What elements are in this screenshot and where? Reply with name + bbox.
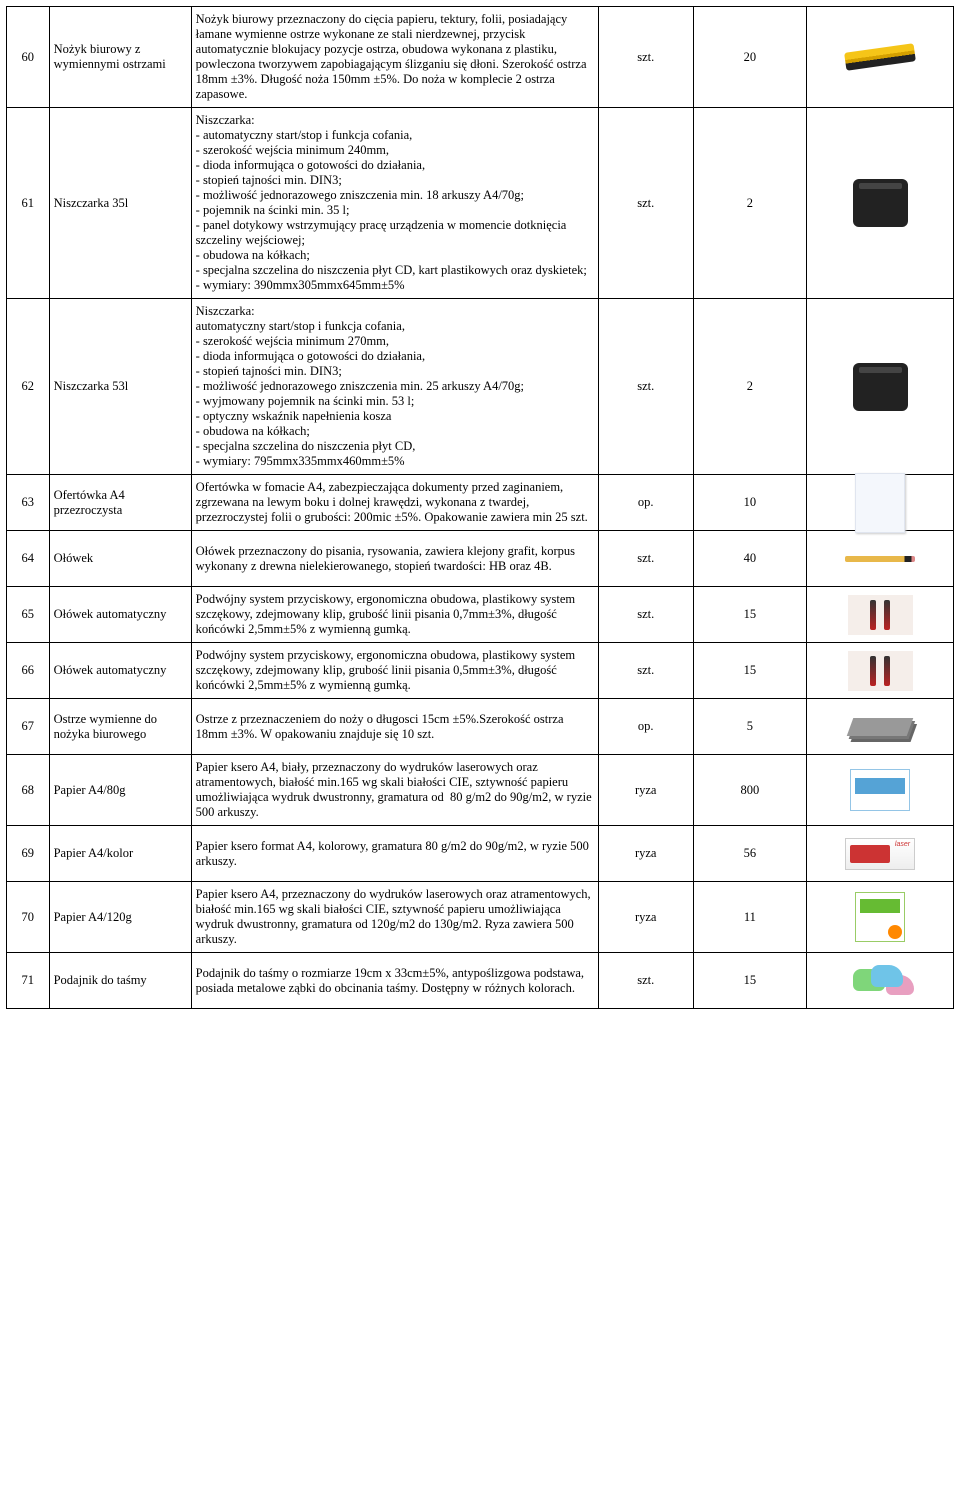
shredder-icon <box>845 364 915 409</box>
unit: szt. <box>598 531 693 587</box>
row-number: 68 <box>7 755 50 826</box>
row-number: 69 <box>7 826 50 882</box>
product-name: Ołówek automatyczny <box>49 587 191 643</box>
row-number: 71 <box>7 953 50 1009</box>
product-image <box>807 108 954 299</box>
product-image <box>807 882 954 953</box>
product-description: Ofertówka w fomacie A4, zabezpieczająca … <box>191 475 598 531</box>
row-number: 67 <box>7 699 50 755</box>
product-description: Nożyk biurowy przeznaczony do cięcia pap… <box>191 7 598 108</box>
product-name: Papier A4/80g <box>49 755 191 826</box>
product-name: Ołówek <box>49 531 191 587</box>
row-number: 70 <box>7 882 50 953</box>
product-name: Nożyk biurowy z wymiennymi ostrzami <box>49 7 191 108</box>
quantity: 15 <box>693 587 807 643</box>
quantity: 2 <box>693 299 807 475</box>
table-row: 61Niszczarka 35lNiszczarka: - automatycz… <box>7 108 954 299</box>
unit: szt. <box>598 108 693 299</box>
product-description: Niszczarka: - automatyczny start/stop i … <box>191 108 598 299</box>
row-number: 62 <box>7 299 50 475</box>
table-row: 64OłówekOłówek przeznaczony do pisania, … <box>7 531 954 587</box>
blades-icon <box>845 704 915 749</box>
product-name: Ołówek automatyczny <box>49 643 191 699</box>
dispenser-icon <box>845 958 915 1003</box>
row-number: 61 <box>7 108 50 299</box>
table-row: 70Papier A4/120gPapier ksero A4, przezna… <box>7 882 954 953</box>
product-description: Podajnik do taśmy o rozmiarze 19cm x 33c… <box>191 953 598 1009</box>
unit: szt. <box>598 299 693 475</box>
row-number: 60 <box>7 7 50 108</box>
row-number: 65 <box>7 587 50 643</box>
quantity: 15 <box>693 643 807 699</box>
unit: ryza <box>598 755 693 826</box>
product-image <box>807 7 954 108</box>
product-name: Papier A4/kolor <box>49 826 191 882</box>
product-image <box>807 299 954 475</box>
quantity: 2 <box>693 108 807 299</box>
product-description: Papier ksero A4, biały, przeznaczony do … <box>191 755 598 826</box>
mech-icon <box>845 648 915 693</box>
quantity: 11 <box>693 882 807 953</box>
table-row: 63Ofertówka A4 przezroczystaOfertówka w … <box>7 475 954 531</box>
product-image <box>807 587 954 643</box>
unit: op. <box>598 699 693 755</box>
shredder-icon <box>845 181 915 226</box>
product-name: Niszczarka 53l <box>49 299 191 475</box>
product-description: Podwójny system przyciskowy, ergonomiczn… <box>191 643 598 699</box>
table-row: 71Podajnik do taśmyPodajnik do taśmy o r… <box>7 953 954 1009</box>
product-image <box>807 475 954 531</box>
table-row: 60Nożyk biurowy z wymiennymi ostrzamiNoż… <box>7 7 954 108</box>
sleeve-icon <box>845 480 915 525</box>
product-description: Podwójny system przyciskowy, ergonomiczn… <box>191 587 598 643</box>
unit: ryza <box>598 882 693 953</box>
product-name: Niszczarka 35l <box>49 108 191 299</box>
unit: szt. <box>598 643 693 699</box>
product-image <box>807 699 954 755</box>
unit: szt. <box>598 7 693 108</box>
quantity: 800 <box>693 755 807 826</box>
row-number: 63 <box>7 475 50 531</box>
row-number: 66 <box>7 643 50 699</box>
quantity: 56 <box>693 826 807 882</box>
table-row: 68Papier A4/80gPapier ksero A4, biały, p… <box>7 755 954 826</box>
product-description: Papier ksero format A4, kolorowy, gramat… <box>191 826 598 882</box>
product-image <box>807 531 954 587</box>
product-image <box>807 643 954 699</box>
table-row: 62Niszczarka 53lNiszczarka: automatyczny… <box>7 299 954 475</box>
ream-nav-icon <box>845 895 915 940</box>
product-description: Ołówek przeznaczony do pisania, rysowani… <box>191 531 598 587</box>
quantity: 5 <box>693 699 807 755</box>
table-row: 65Ołówek automatycznyPodwójny system prz… <box>7 587 954 643</box>
product-description: Ostrze z przeznaczeniem do noży o długos… <box>191 699 598 755</box>
unit: op. <box>598 475 693 531</box>
pencil-icon <box>845 536 915 581</box>
quantity: 15 <box>693 953 807 1009</box>
product-description: Niszczarka: automatyczny start/stop i fu… <box>191 299 598 475</box>
product-name: Podajnik do taśmy <box>49 953 191 1009</box>
product-image <box>807 755 954 826</box>
row-number: 64 <box>7 531 50 587</box>
ream-icon <box>845 768 915 813</box>
product-name: Ostrze wymienne do nożyka biurowego <box>49 699 191 755</box>
unit: szt. <box>598 953 693 1009</box>
product-name: Ofertówka A4 przezroczysta <box>49 475 191 531</box>
mech-icon <box>845 592 915 637</box>
quantity: 40 <box>693 531 807 587</box>
unit: szt. <box>598 587 693 643</box>
table-row: 69Papier A4/kolorPapier ksero format A4,… <box>7 826 954 882</box>
table-row: 66Ołówek automatycznyPodwójny system prz… <box>7 643 954 699</box>
ream-color-icon <box>845 831 915 876</box>
quantity: 20 <box>693 7 807 108</box>
product-description: Papier ksero A4, przeznaczony do wydrukó… <box>191 882 598 953</box>
product-name: Papier A4/120g <box>49 882 191 953</box>
unit: ryza <box>598 826 693 882</box>
cutter-icon <box>845 35 915 80</box>
quantity: 10 <box>693 475 807 531</box>
product-image <box>807 826 954 882</box>
product-image <box>807 953 954 1009</box>
table-row: 67Ostrze wymienne do nożyka biurowegoOst… <box>7 699 954 755</box>
product-table: 60Nożyk biurowy z wymiennymi ostrzamiNoż… <box>6 6 954 1009</box>
